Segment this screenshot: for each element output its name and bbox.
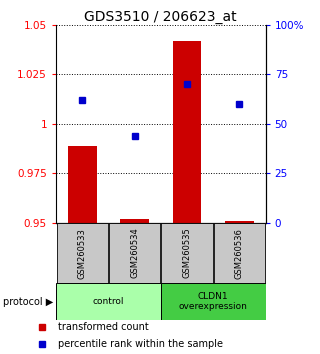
Text: percentile rank within the sample: percentile rank within the sample bbox=[58, 339, 223, 349]
Text: GSM260533: GSM260533 bbox=[78, 228, 87, 279]
Text: control: control bbox=[93, 297, 124, 306]
Text: GSM260535: GSM260535 bbox=[182, 228, 191, 279]
Bar bbox=[172, 41, 201, 223]
Bar bbox=[57, 223, 108, 283]
Bar bbox=[68, 146, 97, 223]
Bar bbox=[225, 221, 254, 223]
Text: GSM260536: GSM260536 bbox=[235, 228, 244, 279]
Bar bbox=[120, 219, 149, 223]
Bar bbox=[161, 223, 213, 283]
Bar bbox=[56, 283, 161, 320]
Text: CLDN1
overexpression: CLDN1 overexpression bbox=[179, 292, 248, 312]
Bar bbox=[161, 283, 266, 320]
Text: protocol ▶: protocol ▶ bbox=[3, 297, 53, 307]
Bar bbox=[109, 223, 160, 283]
Text: transformed count: transformed count bbox=[58, 321, 148, 332]
Title: GDS3510 / 206623_at: GDS3510 / 206623_at bbox=[84, 10, 237, 24]
Bar bbox=[214, 223, 265, 283]
Text: GSM260534: GSM260534 bbox=[130, 228, 139, 279]
